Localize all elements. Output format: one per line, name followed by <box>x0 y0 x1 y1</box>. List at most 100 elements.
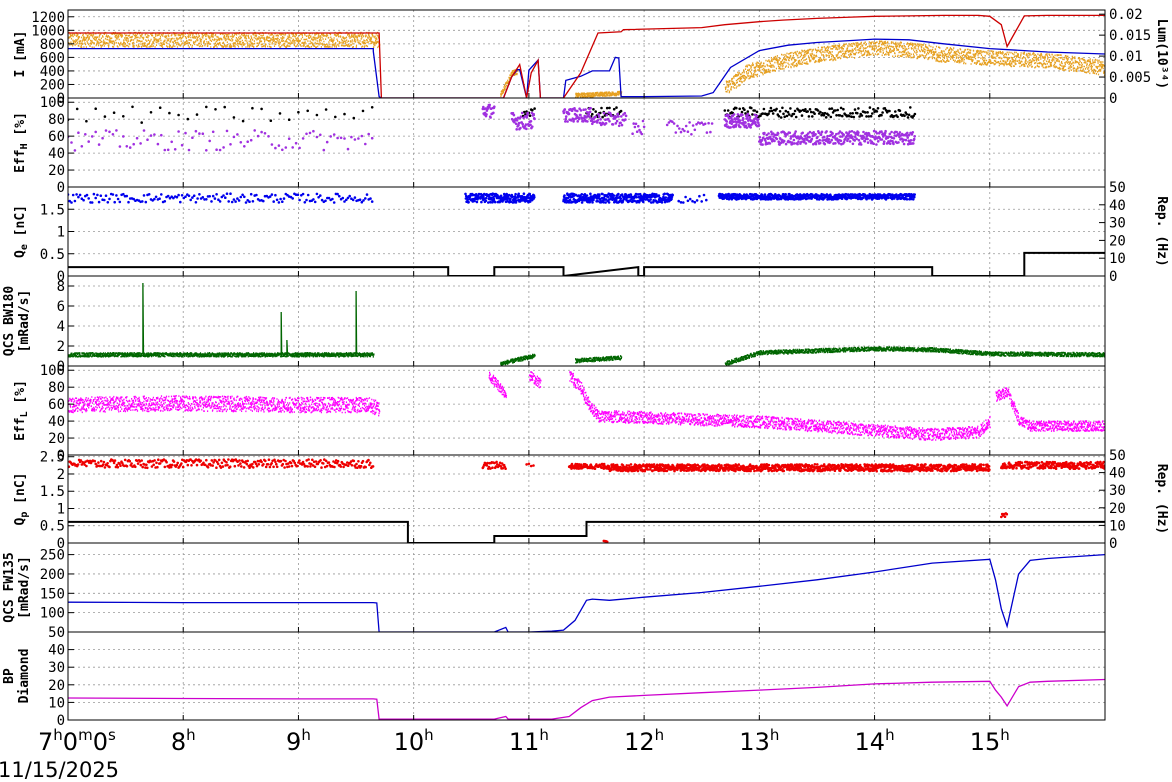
panel-frames <box>67 9 1106 721</box>
ytick-right-label: 40 <box>1109 466 1126 482</box>
ytick-right-label: 30 <box>1109 483 1126 499</box>
qcs_bw-series-0 <box>68 352 375 358</box>
panel-frame-bp <box>67 631 1106 721</box>
ytick-label: 400 <box>40 64 65 80</box>
ytick-right-label: 30 <box>1109 216 1126 232</box>
ytick-label: 2 <box>57 467 65 483</box>
ylabel-effl: EffL [%] <box>13 380 30 441</box>
ytick-right-label: 20 <box>1109 501 1126 517</box>
current-series-3 <box>724 40 1105 94</box>
effh-series-1 <box>68 103 916 152</box>
ytick-label: 100 <box>40 363 65 379</box>
ytick-label: 20 <box>48 431 65 447</box>
ytick-label: 1.5 <box>40 202 65 218</box>
qcs_fw-series-0 <box>68 553 1105 632</box>
ytick-right-label: 10 <box>1109 251 1126 267</box>
ytick-label: 1.5 <box>40 484 65 500</box>
grid-lines <box>68 10 1105 720</box>
ytick-label: 60 <box>48 129 65 145</box>
ylabel-qcs_fw: QCS FW135 <box>2 552 17 622</box>
ytick-right-label: 10 <box>1109 518 1126 534</box>
ylabel-qp: Qp [nC] <box>13 473 30 526</box>
ytick-label: 60 <box>48 397 65 413</box>
current-series-1 <box>500 68 519 97</box>
ytick-right-label: 40 <box>1109 198 1126 214</box>
qcs_bw-series-4 <box>142 282 358 355</box>
bp-series-0 <box>68 678 1105 720</box>
data-series <box>68 14 1105 720</box>
xtick-label: 12h <box>624 726 664 756</box>
ylabel2-qcs_fw: [mRad/s] <box>17 556 32 619</box>
xtick-label: 13h <box>739 726 779 756</box>
panel-frame-qcs_fw <box>67 542 1106 633</box>
ylabel-qe: Qe [nC] <box>13 205 30 258</box>
ytick-label: 80 <box>48 112 65 128</box>
xtick-label: 10h <box>394 726 434 756</box>
panel-qcs_fw <box>68 553 1105 632</box>
ytick-label: 600 <box>40 50 65 66</box>
ytick-right-label: 0 <box>1109 91 1117 107</box>
effl-series-3 <box>569 371 991 441</box>
ytick-label: 0.5 <box>40 247 65 263</box>
ytick-label: 50 <box>48 625 65 641</box>
ytick-label: 0 <box>57 713 65 729</box>
ytick-label: 0 <box>57 180 65 196</box>
ylabel2-bp: Diamond <box>17 649 32 704</box>
xtick-label: 8h <box>171 726 196 756</box>
qe-series-0 <box>68 192 916 204</box>
ylabel-right-qp: Rep. (Hz) <box>1154 464 1169 534</box>
ytick-label: 100 <box>40 95 65 111</box>
ytick-label: 100 <box>40 606 65 622</box>
ytick-right-label: 50 <box>1109 180 1126 196</box>
panel-bp <box>68 678 1105 720</box>
ytick-right-label: 0 <box>1109 536 1117 552</box>
ytick-right-label: 0.02 <box>1109 7 1143 23</box>
panel-qp <box>68 458 1105 543</box>
ylabel-bp: BP <box>2 668 17 684</box>
ytick-right-label: 0 <box>1109 269 1117 285</box>
ytick-label: 200 <box>40 77 65 93</box>
ytick-label: 0 <box>57 91 65 107</box>
ytick-right-label: 0.005 <box>1109 70 1151 86</box>
ylabel2-qcs_bw: [mRad/s] <box>17 290 32 353</box>
ytick-label: 0 <box>57 359 65 375</box>
date-label: 11/15/2025 <box>0 758 119 782</box>
panel-effh <box>68 103 917 152</box>
ytick-label: 1 <box>57 501 65 517</box>
xtick-label: 9h <box>286 726 311 756</box>
ytick-label: 80 <box>48 380 65 396</box>
ytick-label: 1000 <box>31 23 65 39</box>
xtick-label: 7h0m0s <box>38 726 116 756</box>
ytick-label: 200 <box>40 567 65 583</box>
ytick-label: 800 <box>40 37 65 53</box>
current-series-2 <box>575 90 623 98</box>
ytick-label: 40 <box>48 414 65 430</box>
qcs_bw-series-1 <box>500 353 536 366</box>
ytick-label: 2 <box>57 339 65 355</box>
ytick-right-label: 50 <box>1109 448 1126 464</box>
ytick-label: 4 <box>57 319 65 335</box>
ytick-label: 1 <box>57 225 65 241</box>
ylabel-right-qe: Rep. (Hz) <box>1154 196 1169 266</box>
ytick-label: 250 <box>40 548 65 564</box>
ytick-right-label: 20 <box>1109 233 1126 249</box>
panel-effl <box>68 371 1105 441</box>
qp-series-1 <box>68 520 1105 543</box>
xtick-label: 11h <box>509 726 549 756</box>
ytick-right-label: 0.01 <box>1109 49 1143 65</box>
ylabel-qcs_bw: QCS BW180 <box>2 286 17 357</box>
ytick-label: 40 <box>48 146 65 162</box>
ytick-label: 20 <box>48 678 65 694</box>
ytick-label: 30 <box>48 660 65 676</box>
xtick-label: 14h <box>855 726 895 756</box>
ytick-label: 40 <box>48 643 65 659</box>
ytick-label: 150 <box>40 586 65 602</box>
ytick-label: 2.5 <box>40 450 65 466</box>
effl-series-1 <box>488 371 507 399</box>
qcs_bw-series-2 <box>575 355 623 364</box>
qp-series-0 <box>68 458 1105 543</box>
panel-current <box>68 14 1105 98</box>
ytick-label: 1200 <box>31 10 65 26</box>
